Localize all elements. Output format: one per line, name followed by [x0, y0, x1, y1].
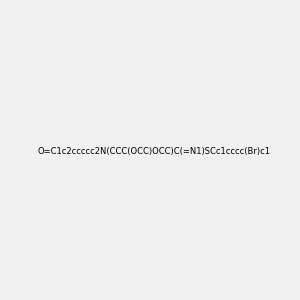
- Text: O=C1c2ccccc2N(CCC(OCC)OCC)C(=N1)SCc1cccc(Br)c1: O=C1c2ccccc2N(CCC(OCC)OCC)C(=N1)SCc1cccc…: [37, 147, 270, 156]
